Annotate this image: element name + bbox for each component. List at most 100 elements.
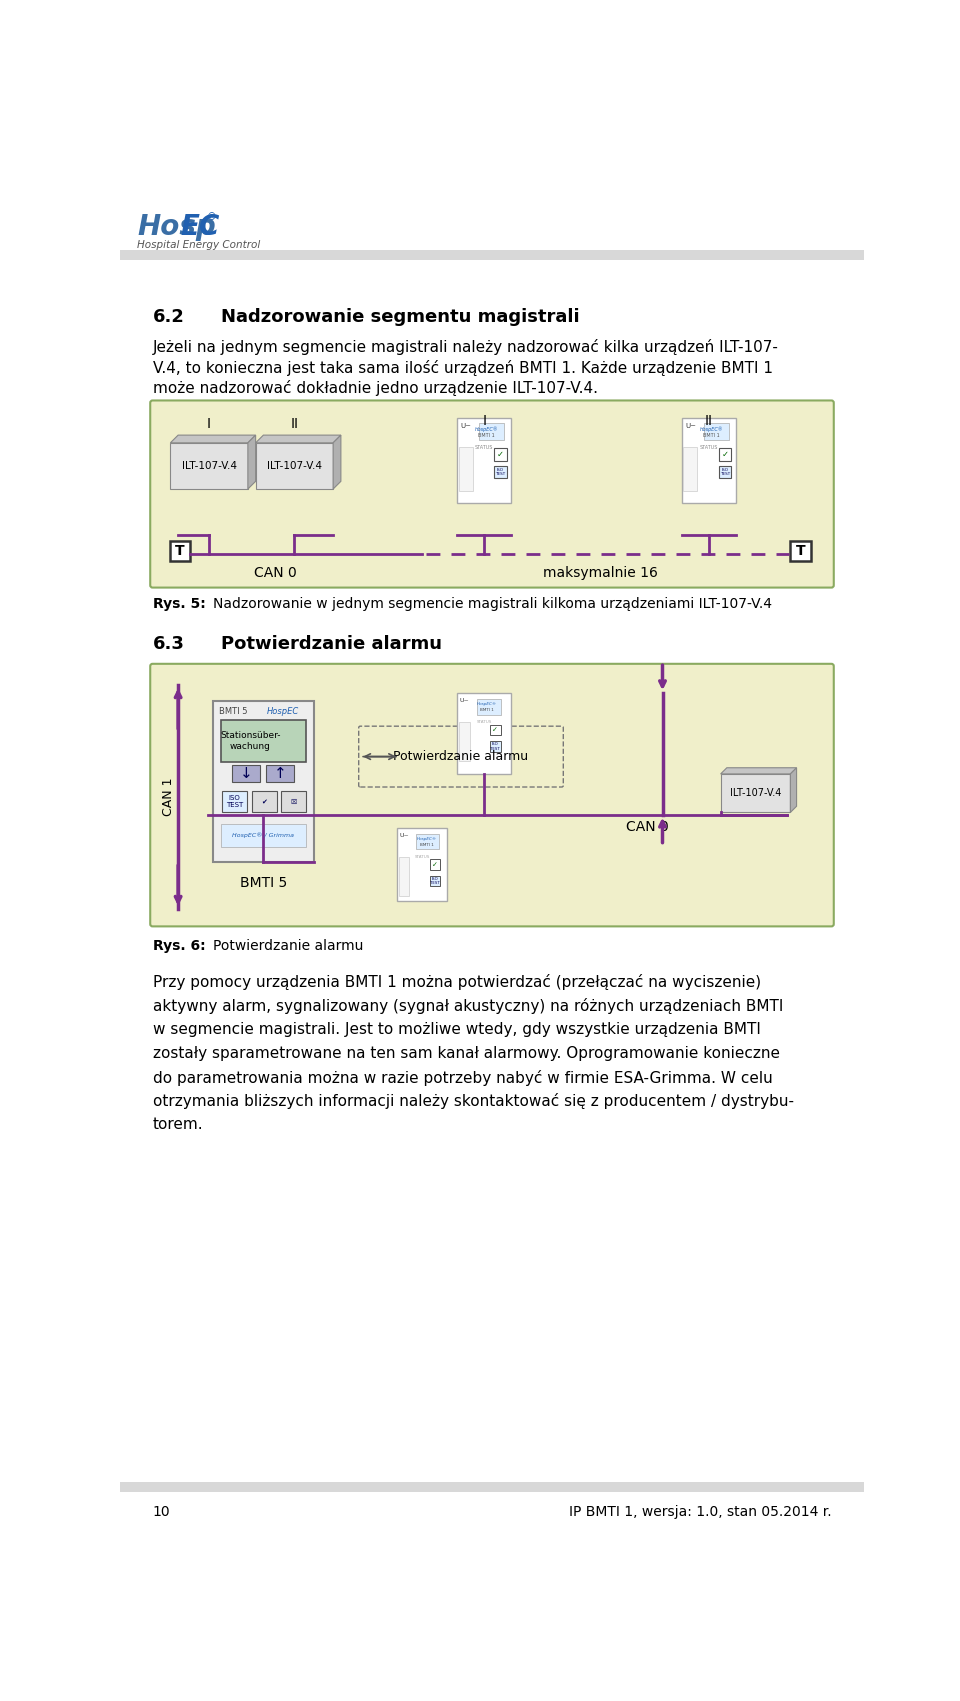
Polygon shape: [170, 435, 255, 442]
Text: STATUS: STATUS: [700, 446, 718, 451]
Polygon shape: [333, 435, 341, 488]
Bar: [120, 1482, 864, 1492]
Text: BMTI 1: BMTI 1: [420, 842, 433, 847]
Text: II: II: [290, 417, 299, 430]
Bar: [457, 692, 512, 774]
Text: BMTI 1: BMTI 1: [478, 432, 495, 437]
Text: ☒: ☒: [291, 799, 297, 805]
Bar: [704, 424, 730, 441]
Bar: [430, 876, 441, 886]
Text: maksymalnie 16: maksymalnie 16: [543, 566, 658, 580]
Polygon shape: [255, 435, 341, 442]
Bar: [494, 447, 507, 461]
Text: HospEC: HospEC: [267, 708, 300, 716]
Text: ISO
TEST: ISO TEST: [491, 742, 500, 750]
Text: może nadzorować dokładnie jedno urządzenie ILT-107-V.4.: może nadzorować dokładnie jedno urządzen…: [153, 381, 597, 396]
Bar: [255, 442, 333, 488]
Text: ↑: ↑: [274, 765, 287, 781]
Text: 6.3: 6.3: [153, 634, 184, 653]
Text: 6.2: 6.2: [153, 308, 184, 327]
Text: STATUS: STATUS: [415, 856, 430, 859]
Bar: [490, 725, 500, 735]
Text: BMTI 5: BMTI 5: [240, 876, 287, 890]
Bar: [684, 447, 697, 492]
Text: ↓: ↓: [240, 765, 252, 781]
Text: HospEC®: HospEC®: [476, 703, 496, 706]
FancyBboxPatch shape: [150, 663, 834, 927]
Text: BMTI 5: BMTI 5: [219, 708, 248, 716]
Text: STATUS: STATUS: [475, 446, 493, 451]
Text: Jeżeli na jednym segmencie magistrali należy nadzorować kilka urządzeń ILT-107-: Jeżeli na jednym segmencie magistrali na…: [153, 338, 779, 356]
Bar: [120, 250, 864, 260]
Text: EC: EC: [180, 213, 220, 242]
Text: I: I: [207, 417, 211, 430]
Text: HospEC®: HospEC®: [417, 837, 437, 840]
Text: ISO
TEST: ISO TEST: [495, 468, 506, 476]
Text: Rys. 6:: Rys. 6:: [153, 939, 205, 954]
Bar: [397, 828, 447, 902]
Text: ILT-107-V.4: ILT-107-V.4: [181, 461, 236, 471]
Polygon shape: [721, 767, 797, 774]
Bar: [719, 466, 732, 478]
Bar: [267, 765, 295, 782]
Text: BMTI 1: BMTI 1: [480, 708, 493, 713]
Text: U~: U~: [460, 699, 469, 704]
Text: Hosp: Hosp: [137, 213, 216, 242]
Bar: [398, 857, 410, 896]
Bar: [417, 833, 440, 849]
Text: II: II: [705, 413, 713, 427]
Bar: [232, 765, 260, 782]
Bar: [213, 701, 314, 862]
Text: Hospital Energy Control: Hospital Energy Control: [137, 240, 260, 250]
Text: HospEC®: HospEC®: [700, 427, 723, 432]
Bar: [490, 742, 500, 752]
Text: U~: U~: [685, 424, 696, 429]
Text: IP BMTI 1, wersja: 1.0, stan 05.2014 r.: IP BMTI 1, wersja: 1.0, stan 05.2014 r.: [569, 1505, 831, 1519]
Text: V.4, to konieczna jest taka sama ilość urządzeń BMTI 1. Każde urządzenie BMTI 1: V.4, to konieczna jest taka sama ilość u…: [153, 359, 773, 376]
Bar: [221, 720, 306, 762]
Text: aktywny alarm, sygnalizowany (sygnał akustyczny) na różnych urządzeniach BMTI: aktywny alarm, sygnalizowany (sygnał aku…: [153, 998, 783, 1014]
Text: torem.: torem.: [153, 1118, 204, 1133]
Text: ✓: ✓: [497, 449, 504, 459]
Bar: [252, 791, 276, 813]
Bar: [790, 541, 810, 561]
Polygon shape: [790, 767, 797, 813]
Text: ✓: ✓: [722, 449, 729, 459]
Text: CAN 1: CAN 1: [162, 777, 176, 816]
Text: U~: U~: [399, 833, 409, 839]
Text: Stationsüber-
wachung: Stationsüber- wachung: [220, 731, 280, 750]
Text: Nadzorowanie segmentu magistrali: Nadzorowanie segmentu magistrali: [221, 308, 580, 327]
Bar: [479, 424, 504, 441]
Text: HospEC® / Grimma: HospEC® / Grimma: [232, 833, 295, 839]
Text: Przy pomocy urządzenia BMTI 1 można potwierdzać (przełączać na wyciszenie): Przy pomocy urządzenia BMTI 1 można potw…: [153, 975, 760, 990]
Text: zostały sparametrowane na ten sam kanał alarmowy. Oprogramowanie konieczne: zostały sparametrowane na ten sam kanał …: [153, 1046, 780, 1061]
Text: ®: ®: [206, 213, 217, 221]
Bar: [682, 418, 736, 503]
Text: I: I: [482, 413, 487, 427]
Text: w segmencie magistrali. Jest to możliwe wtedy, gdy wszystkie urządzenia BMTI: w segmencie magistrali. Jest to możliwe …: [153, 1022, 760, 1038]
Text: ISO
TEST: ISO TEST: [226, 794, 243, 808]
Bar: [170, 442, 248, 488]
Text: Potwierdzanie alarmu: Potwierdzanie alarmu: [213, 939, 364, 954]
Text: T: T: [175, 544, 184, 558]
Bar: [719, 447, 732, 461]
Text: do parametrowania można w razie potrzeby nabyć w firmie ESA-Grimma. W celu: do parametrowania można w razie potrzeby…: [153, 1070, 772, 1085]
Bar: [281, 791, 306, 813]
Bar: [221, 823, 306, 847]
Bar: [170, 541, 190, 561]
Bar: [459, 447, 472, 492]
Text: HospEC®: HospEC®: [475, 427, 498, 432]
Text: ✓: ✓: [492, 726, 498, 733]
Text: CAN 0: CAN 0: [253, 566, 297, 580]
Text: ILT-107-V.4: ILT-107-V.4: [730, 788, 781, 798]
Text: U~: U~: [460, 424, 471, 429]
Bar: [476, 699, 501, 714]
Text: STATUS: STATUS: [476, 720, 492, 725]
Text: ✔: ✔: [261, 799, 267, 805]
Text: ISO
TEST: ISO TEST: [720, 468, 731, 476]
Polygon shape: [248, 435, 255, 488]
Text: BMTI 1: BMTI 1: [703, 432, 720, 437]
FancyBboxPatch shape: [150, 400, 834, 587]
Text: Nadzorowanie w jednym segmencie magistrali kilkoma urządzeniami ILT-107-V.4: Nadzorowanie w jednym segmencie magistra…: [213, 597, 772, 611]
Bar: [494, 466, 507, 478]
